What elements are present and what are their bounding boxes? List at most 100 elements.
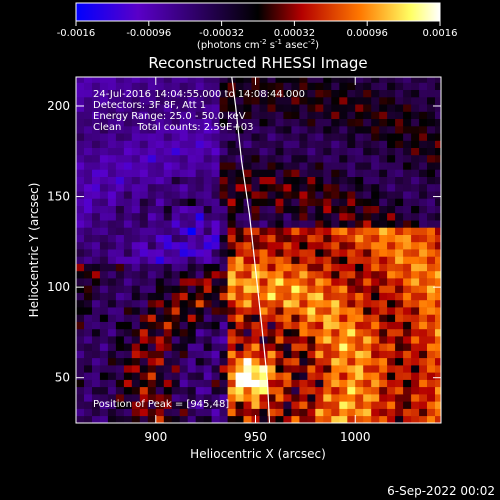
- heatmap-cell: [371, 328, 380, 337]
- heatmap-cell: [84, 386, 93, 395]
- heatmap-cell: [155, 350, 165, 359]
- heatmap-cell: [371, 278, 380, 286]
- heatmap-cell: [355, 365, 364, 373]
- heatmap-cell: [107, 227, 117, 235]
- heatmap-cell: [299, 278, 308, 286]
- heatmap-cell: [339, 191, 348, 199]
- heatmap-cell: [267, 249, 276, 257]
- heatmap-cell: [219, 357, 228, 366]
- heatmap-cell: [339, 278, 348, 286]
- heatmap-cell: [435, 350, 441, 359]
- heatmap-cell: [107, 96, 117, 105]
- heatmap-cell: [435, 82, 441, 90]
- heatmap-cell: [419, 205, 428, 214]
- heatmap-cell: [331, 321, 340, 330]
- heatmap-cell: [195, 154, 205, 163]
- heatmap-cell: [99, 263, 109, 272]
- heatmap-cell: [211, 82, 220, 90]
- heatmap-cell: [155, 314, 165, 322]
- heatmap-cell: [331, 372, 340, 380]
- heatmap-cell: [291, 285, 300, 293]
- heatmap-cell: [139, 328, 149, 337]
- heatmap-cell: [307, 307, 316, 315]
- heatmap-cell: [419, 154, 428, 163]
- heatmap-cell: [379, 205, 388, 214]
- heatmap-cell: [235, 415, 244, 423]
- heatmap-cell: [155, 169, 165, 177]
- heatmap-cell: [379, 343, 388, 351]
- colorbar-tick-label: 0.00096: [347, 28, 388, 39]
- heatmap-cell: [387, 401, 396, 409]
- heatmap-cell: [323, 133, 332, 141]
- heatmap-cell: [243, 314, 252, 322]
- heatmap-cell: [411, 227, 420, 235]
- heatmap-cell: [99, 386, 109, 395]
- heatmap-cell: [179, 328, 189, 337]
- heatmap-cell: [427, 372, 436, 380]
- heatmap-cell: [275, 256, 284, 264]
- heatmap-cell: [259, 82, 268, 90]
- heatmap-cell: [363, 365, 372, 373]
- heatmap-cell: [171, 379, 181, 388]
- heatmap-cell: [219, 292, 228, 301]
- heatmap-cell: [299, 147, 308, 156]
- heatmap-cell: [259, 169, 268, 177]
- heatmap-cell: [307, 96, 316, 105]
- heatmap-cell: [155, 307, 165, 315]
- heatmap-cell: [355, 176, 364, 185]
- heatmap-cell: [123, 111, 133, 119]
- heatmap-cell: [99, 285, 109, 293]
- heatmap-cell: [275, 169, 284, 177]
- heatmap-cell: [275, 162, 284, 170]
- heatmap-cell: [179, 220, 189, 228]
- heatmap-cell: [315, 227, 324, 235]
- heatmap-cell: [84, 343, 93, 351]
- heatmap-cell: [355, 256, 364, 264]
- heatmap-cell: [123, 191, 133, 199]
- heatmap-cell: [179, 321, 189, 330]
- heatmap-cell: [179, 77, 189, 83]
- heatmap-cell: [107, 292, 117, 301]
- heatmap-cell: [76, 140, 85, 148]
- heatmap-cell: [435, 408, 441, 417]
- heatmap-cell: [163, 227, 173, 235]
- heatmap-cell: [139, 299, 149, 308]
- heatmap-cell: [155, 212, 165, 221]
- heatmap-cell: [99, 183, 109, 192]
- heatmap-cell: [235, 249, 244, 257]
- heatmap-cell: [171, 357, 181, 366]
- heatmap-cell: [363, 278, 372, 286]
- heatmap-cell: [315, 386, 324, 395]
- heatmap-cell: [339, 401, 348, 409]
- heatmap-cell: [163, 241, 173, 250]
- heatmap-cell: [291, 220, 300, 228]
- heatmap-cell: [123, 408, 133, 417]
- heatmap-cell: [203, 350, 213, 359]
- heatmap-cell: [315, 328, 324, 337]
- heatmap-cell: [411, 314, 420, 322]
- heatmap-cell: [227, 365, 236, 373]
- heatmap-cell: [123, 96, 133, 105]
- heatmap-cell: [99, 77, 109, 83]
- heatmap-cell: [331, 176, 340, 185]
- heatmap-cell: [92, 191, 101, 199]
- heatmap-cell: [363, 328, 372, 337]
- heatmap-cell: [379, 104, 388, 112]
- heatmap-cell: [267, 183, 276, 192]
- heatmap-cell: [331, 241, 340, 250]
- heatmap-cell: [139, 198, 149, 206]
- heatmap-cell: [403, 183, 412, 192]
- heatmap-cell: [84, 162, 93, 170]
- heatmap-cell: [355, 299, 364, 308]
- heatmap-cell: [307, 176, 316, 185]
- heatmap-cell: [123, 104, 133, 112]
- heatmap-cell: [411, 249, 420, 257]
- heatmap-cell: [195, 336, 205, 344]
- heatmap-cell: [227, 314, 236, 322]
- heatmap-cell: [139, 140, 149, 148]
- heatmap-cell: [139, 408, 149, 417]
- heatmap-cell: [275, 77, 284, 83]
- heatmap-cell: [187, 162, 197, 170]
- heatmap-cell: [155, 394, 165, 402]
- heatmap-cell: [171, 183, 181, 192]
